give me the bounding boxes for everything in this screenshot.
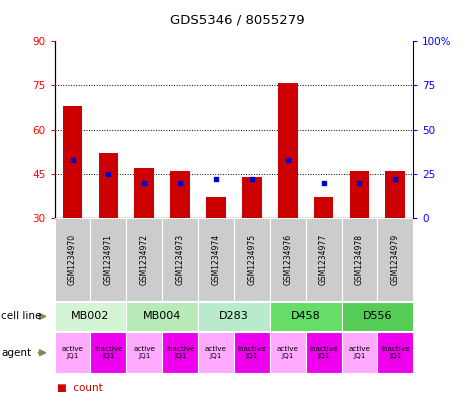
Bar (134, 168, 154, 218)
Bar (91, 332, 126, 373)
Text: GDS5346 / 8055279: GDS5346 / 8055279 (170, 14, 305, 27)
Text: inactive
JQ1: inactive JQ1 (94, 346, 123, 359)
Bar (162, 332, 198, 373)
Bar (378, 332, 413, 373)
Bar (198, 218, 234, 301)
Text: GSM1234972: GSM1234972 (140, 234, 149, 285)
Text: inactive
JQ1: inactive JQ1 (309, 346, 338, 359)
Text: GSM1234978: GSM1234978 (355, 234, 364, 285)
Text: active
JQ1: active JQ1 (349, 346, 370, 359)
Bar (278, 83, 298, 218)
Bar (342, 332, 378, 373)
Bar (342, 302, 413, 331)
Text: GSM1234976: GSM1234976 (283, 234, 292, 285)
Bar (270, 302, 342, 331)
Text: GSM1234971: GSM1234971 (104, 234, 113, 285)
Text: D458: D458 (291, 311, 321, 321)
Bar (270, 332, 306, 373)
Bar (378, 218, 413, 301)
Bar (234, 218, 270, 301)
Bar (98, 153, 118, 218)
Bar (55, 332, 91, 373)
Bar (314, 197, 333, 218)
Text: active
JQ1: active JQ1 (277, 346, 299, 359)
Bar (306, 332, 342, 373)
Text: GSM1234974: GSM1234974 (211, 234, 220, 285)
Text: cell line: cell line (1, 311, 42, 321)
Text: ■  count: ■ count (57, 383, 103, 393)
Bar (306, 218, 342, 301)
Text: GSM1234973: GSM1234973 (176, 234, 185, 285)
Text: GSM1234977: GSM1234977 (319, 234, 328, 285)
Text: active
JQ1: active JQ1 (133, 346, 155, 359)
Bar (342, 218, 378, 301)
Bar (350, 171, 370, 218)
Bar (206, 197, 226, 218)
Bar (91, 218, 126, 301)
Bar (170, 171, 190, 218)
Text: GSM1234975: GSM1234975 (247, 234, 257, 285)
Text: agent: agent (1, 348, 31, 358)
Bar (270, 218, 306, 301)
Text: MB002: MB002 (71, 311, 110, 321)
Bar (162, 218, 198, 301)
Bar (198, 332, 234, 373)
Bar (242, 177, 262, 218)
Bar (126, 302, 198, 331)
Bar (55, 302, 126, 331)
Bar (385, 171, 405, 218)
Text: GSM1234970: GSM1234970 (68, 234, 77, 285)
Bar (55, 218, 91, 301)
Bar (126, 218, 162, 301)
Text: active
JQ1: active JQ1 (205, 346, 227, 359)
Text: D283: D283 (219, 311, 249, 321)
Text: active
JQ1: active JQ1 (62, 346, 84, 359)
Text: inactive
JQ1: inactive JQ1 (381, 346, 409, 359)
Bar (63, 106, 83, 218)
Bar (126, 332, 162, 373)
Text: D556: D556 (362, 311, 392, 321)
Bar (198, 302, 270, 331)
Bar (234, 332, 270, 373)
Text: MB004: MB004 (143, 311, 181, 321)
Text: inactive
JQ1: inactive JQ1 (238, 346, 266, 359)
Text: GSM1234979: GSM1234979 (391, 234, 400, 285)
Text: inactive
JQ1: inactive JQ1 (166, 346, 194, 359)
